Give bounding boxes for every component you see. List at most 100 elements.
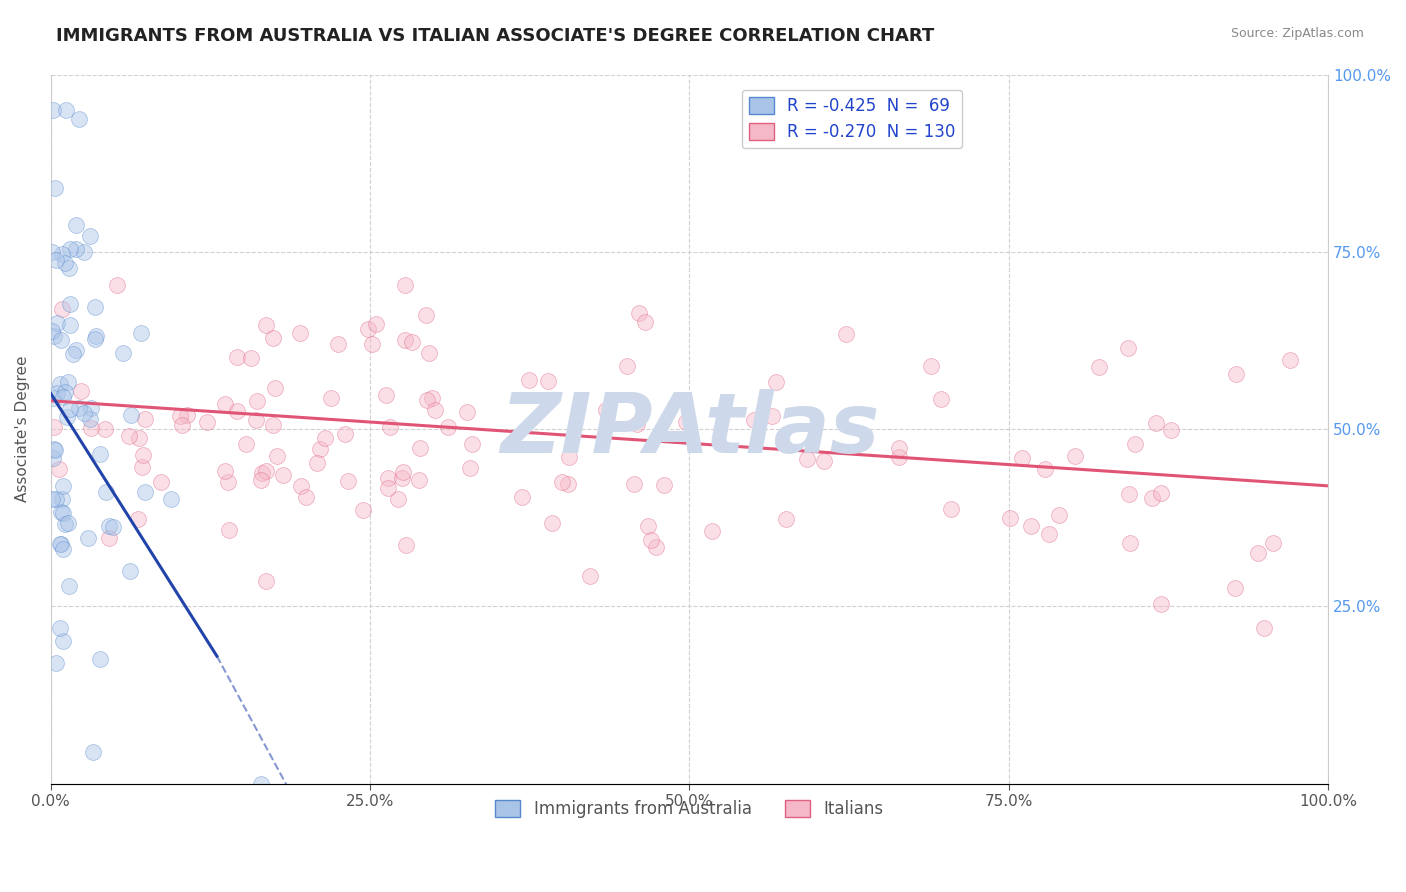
- Point: [49, 333, 72, 347]
- Point: [1253, 621, 1275, 635]
- Point: [1150, 486, 1173, 500]
- Point: [834, 326, 856, 341]
- Point: [53, 517, 76, 532]
- Point: [652, 478, 675, 492]
- Point: [456, 405, 478, 419]
- Point: [80, 401, 103, 416]
- Point: [360, 337, 382, 351]
- Point: [460, 461, 482, 475]
- Point: [425, 402, 447, 417]
- Point: [73, 406, 96, 420]
- Point: [1150, 597, 1173, 611]
- Point: [266, 449, 288, 463]
- Point: [245, 413, 267, 427]
- Point: [437, 420, 460, 434]
- Point: [195, 416, 218, 430]
- Point: [44, 181, 66, 195]
- Point: [1247, 546, 1270, 560]
- Point: [42, 420, 65, 434]
- Point: [1160, 423, 1182, 437]
- Point: [595, 403, 617, 417]
- Point: [262, 331, 284, 345]
- Point: [41, 491, 63, 506]
- Point: [55, 255, 77, 269]
- Point: [226, 404, 249, 418]
- Point: [250, 777, 273, 791]
- Text: ZIPAtlas: ZIPAtlas: [499, 389, 879, 469]
- Point: [51, 302, 73, 317]
- Point: [254, 463, 277, 477]
- Point: [58, 375, 80, 389]
- Point: [44, 442, 66, 457]
- Point: [394, 334, 416, 348]
- Point: [42, 450, 65, 465]
- Point: [998, 510, 1021, 524]
- Point: [263, 381, 285, 395]
- Point: [94, 484, 117, 499]
- Point: [80, 421, 103, 435]
- Point: [290, 326, 312, 340]
- Point: [62, 347, 84, 361]
- Point: [250, 473, 273, 487]
- Point: [132, 448, 155, 462]
- Point: [41, 103, 63, 117]
- Point: [149, 475, 172, 489]
- Point: [409, 442, 432, 456]
- Point: [59, 242, 82, 256]
- Point: [551, 475, 574, 489]
- Point: [127, 512, 149, 526]
- Point: [79, 228, 101, 243]
- Point: [517, 373, 540, 387]
- Point: [461, 436, 484, 450]
- Point: [761, 409, 783, 423]
- Point: [76, 532, 98, 546]
- Point: [105, 278, 128, 293]
- Point: [176, 408, 198, 422]
- Point: [309, 442, 332, 457]
- Point: [214, 397, 236, 411]
- Point: [415, 392, 437, 407]
- Point: [41, 325, 63, 339]
- Point: [702, 524, 724, 539]
- Point: [537, 374, 560, 388]
- Point: [82, 745, 104, 759]
- Point: [118, 429, 141, 443]
- Point: [645, 540, 668, 554]
- Point: [579, 569, 602, 583]
- Point: [415, 309, 437, 323]
- Point: [214, 464, 236, 478]
- Point: [290, 479, 312, 493]
- Point: [1261, 536, 1284, 550]
- Point: [307, 456, 329, 470]
- Point: [634, 315, 657, 329]
- Point: [510, 490, 533, 504]
- Point: [52, 542, 75, 557]
- Point: [1019, 518, 1042, 533]
- Point: [58, 516, 80, 531]
- Point: [377, 471, 399, 485]
- Point: [1119, 536, 1142, 550]
- Point: [217, 475, 239, 489]
- Point: [626, 417, 648, 432]
- Point: [79, 412, 101, 426]
- Point: [52, 479, 75, 493]
- Point: [1088, 359, 1111, 374]
- Point: [98, 531, 121, 545]
- Point: [72, 244, 94, 259]
- Point: [333, 426, 356, 441]
- Point: [101, 520, 124, 534]
- Point: [765, 375, 787, 389]
- Point: [218, 523, 240, 537]
- Point: [775, 512, 797, 526]
- Point: [395, 538, 418, 552]
- Point: [1123, 437, 1146, 451]
- Point: [70, 384, 93, 398]
- Point: [742, 413, 765, 427]
- Point: [239, 351, 262, 365]
- Point: [97, 518, 120, 533]
- Point: [357, 322, 380, 336]
- Point: [374, 388, 396, 402]
- Point: [1011, 451, 1033, 466]
- Point: [52, 390, 75, 404]
- Point: [558, 450, 581, 465]
